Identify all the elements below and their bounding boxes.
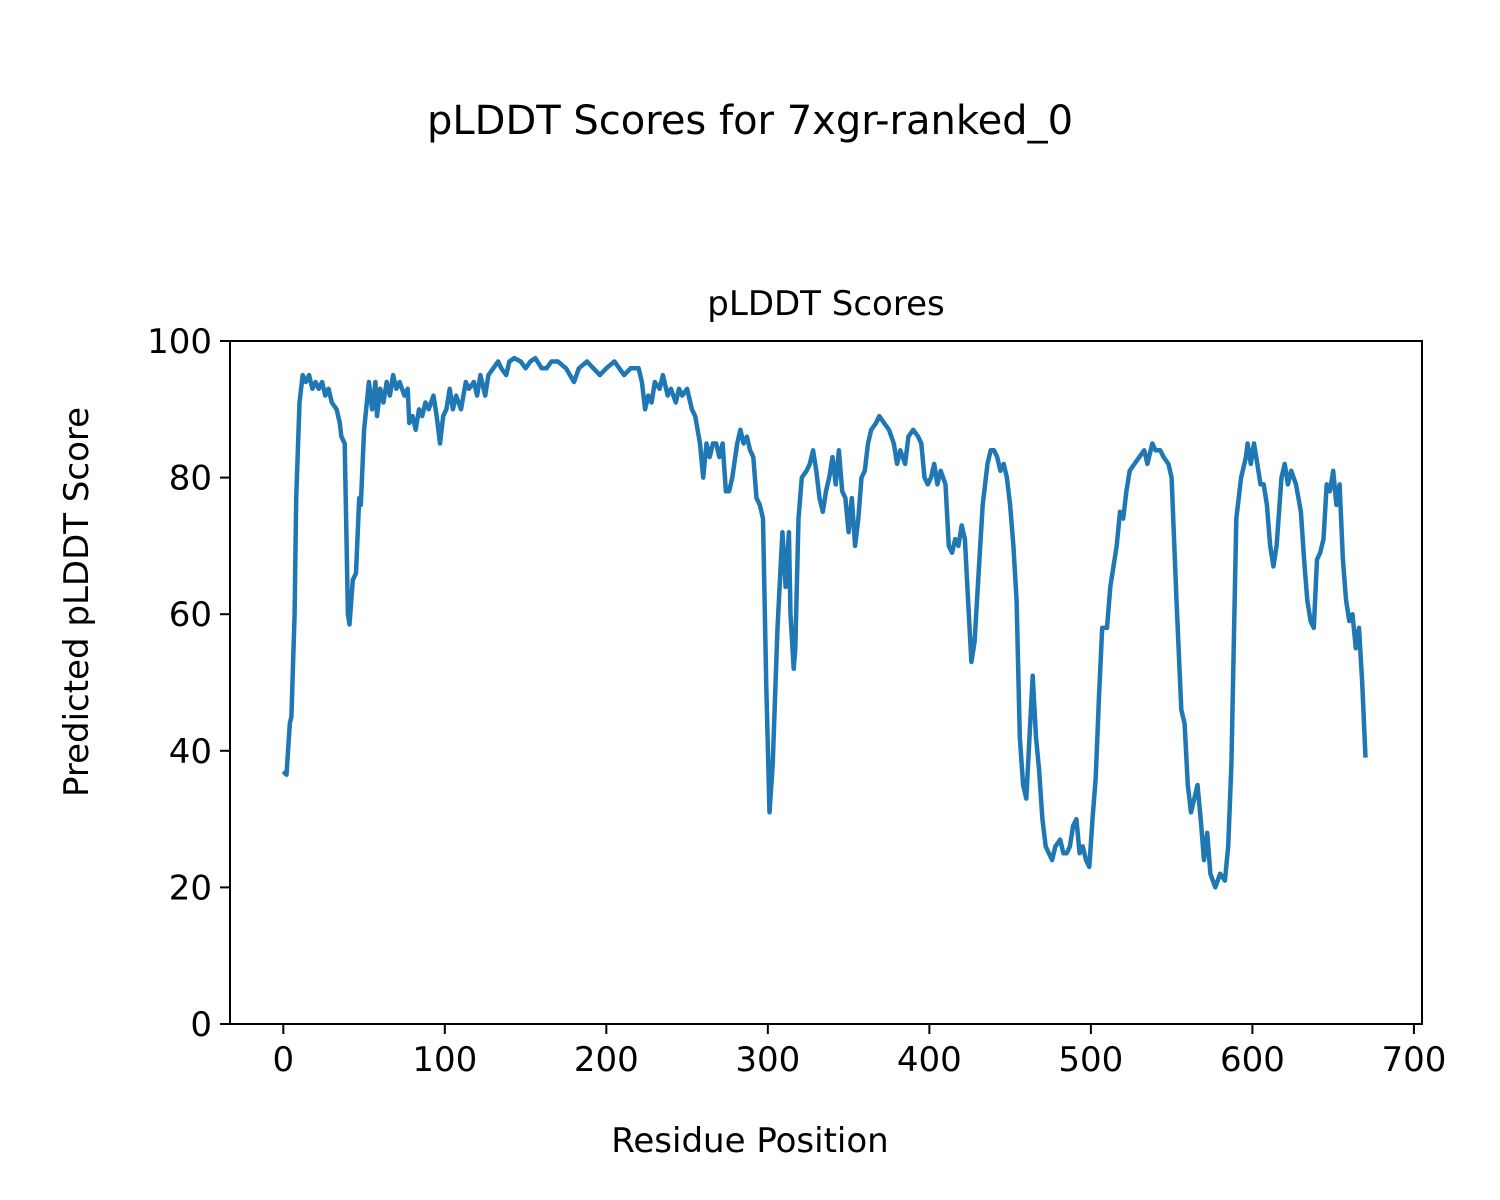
- x-axis-label: Residue Position: [611, 1121, 888, 1161]
- x-tick-label: 600: [1220, 1040, 1285, 1080]
- y-axis-label: Predicted pLDDT Score: [57, 407, 97, 797]
- axes-title: pLDDT Scores: [707, 284, 944, 324]
- y-tick-label: 20: [169, 868, 212, 908]
- figure-suptitle: pLDDT Scores for 7xgr-ranked_0: [427, 98, 1073, 144]
- x-tick-label: 100: [412, 1040, 477, 1080]
- plot-frame: [229, 340, 1423, 1025]
- y-tick-label: 40: [169, 732, 212, 772]
- x-tick-label: 200: [574, 1040, 639, 1080]
- series-line-plddt: [281, 355, 1368, 890]
- x-tick-label: 0: [272, 1040, 294, 1080]
- y-tick-label: 0: [190, 1005, 212, 1045]
- y-tick-label: 80: [169, 459, 212, 499]
- x-tick-label: 700: [1381, 1040, 1446, 1080]
- x-tick-label: 400: [897, 1040, 962, 1080]
- y-tick-label: 60: [169, 595, 212, 635]
- y-tick-label: 100: [147, 322, 212, 362]
- x-tick-label: 500: [1058, 1040, 1123, 1080]
- x-tick-label: 300: [735, 1040, 800, 1080]
